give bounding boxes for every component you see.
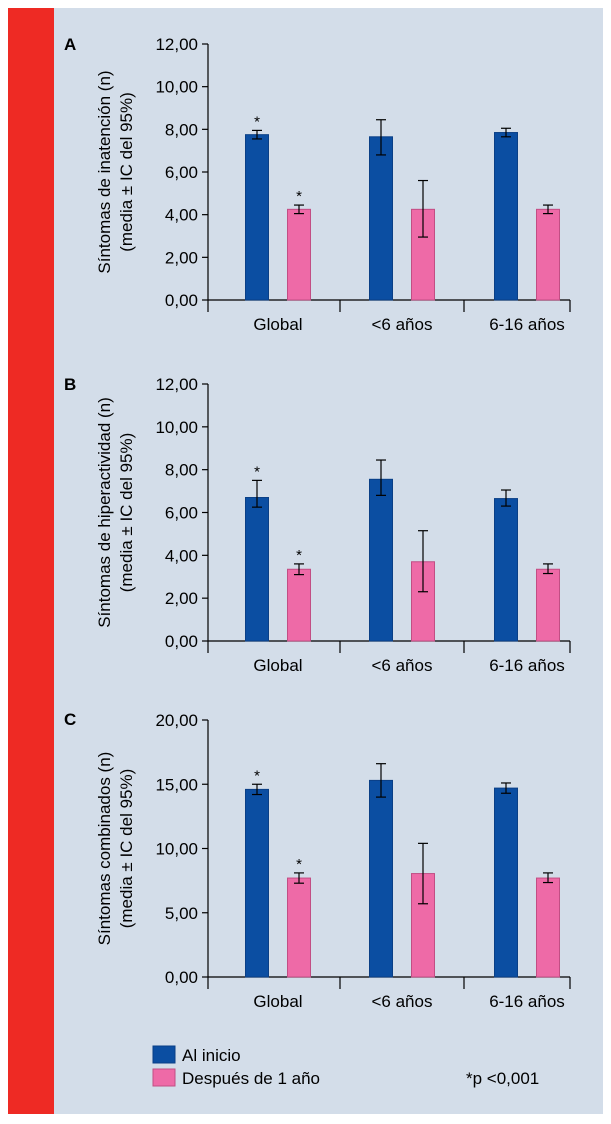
y-tick-label: 4,00 [165,546,198,565]
y-tick-label: 15,00 [155,775,198,794]
panel-label: B [64,375,76,394]
bar-al-inicio-2 [494,132,518,301]
y-tick-label: 20,00 [155,711,198,730]
legend-swatch-despues [152,1068,176,1087]
bar-despues-2 [536,877,560,978]
bar-al-inicio-0 [245,788,269,978]
y-tick-label: 2,00 [165,589,198,608]
y-tick-label: 10,00 [155,418,198,437]
significance-star: * [254,767,260,784]
y-axis-label-secondary: (media ± IC del 95%) [117,92,136,252]
y-tick-label: 8,00 [165,120,198,139]
left-color-band [8,8,54,1114]
panel-label: C [64,710,76,729]
y-tick-label: 10,00 [155,840,198,859]
y-axis-label: Síntomas de inatención (n) [95,70,114,273]
y-tick-label: 0,00 [165,632,198,651]
x-category-label: 6-16 años [489,315,565,334]
bar-despues-0 [287,877,311,978]
significance-note: *p <0,001 [466,1069,539,1088]
significance-star: * [296,856,302,873]
x-category-label: Global [253,992,302,1011]
bar-al-inicio-2 [494,498,518,642]
bar-al-inicio-0 [245,497,269,642]
bar-despues-0 [287,568,311,642]
y-tick-label: 2,00 [165,248,198,267]
y-tick-label: 12,00 [155,375,198,394]
y-tick-label: 0,00 [165,968,198,987]
y-tick-label: 12,00 [155,35,198,54]
y-axis-label-secondary: (media ± IC del 95%) [117,433,136,593]
legend-label-despues: Después de 1 año [182,1069,320,1088]
significance-star: * [254,463,260,480]
bar-despues-2 [536,568,560,642]
y-tick-label: 4,00 [165,206,198,225]
bar-despues-2 [536,208,560,301]
y-tick-label: 10,00 [155,78,198,97]
y-tick-label: 8,00 [165,461,198,480]
bar-al-inicio-1 [369,478,393,642]
x-category-label: 6-16 años [489,656,565,675]
x-category-label: Global [253,656,302,675]
significance-star: * [254,113,260,130]
y-tick-label: 6,00 [165,504,198,523]
bar-despues-0 [287,208,311,301]
y-tick-label: 6,00 [165,163,198,182]
y-tick-label: 5,00 [165,904,198,923]
x-category-label: <6 años [372,992,433,1011]
bar-al-inicio-0 [245,134,269,301]
x-category-label: Global [253,315,302,334]
y-axis-label: Síntomas de hiperactividad (n) [95,397,114,628]
x-category-label: <6 años [372,315,433,334]
legend-label-al-inicio: Al inicio [182,1046,241,1065]
y-tick-label: 0,00 [165,291,198,310]
bar-al-inicio-2 [494,787,518,978]
significance-star: * [296,547,302,564]
legend-swatch-al-inicio [152,1045,176,1064]
significance-star: * [296,188,302,205]
x-category-label: 6-16 años [489,992,565,1011]
y-axis-label-secondary: (media ± IC del 95%) [117,769,136,929]
panel-label: A [64,35,76,54]
bar-al-inicio-1 [369,779,393,978]
bar-al-inicio-1 [369,136,393,301]
x-category-label: <6 años [372,656,433,675]
y-axis-label: Síntomas combinados (n) [95,752,114,946]
